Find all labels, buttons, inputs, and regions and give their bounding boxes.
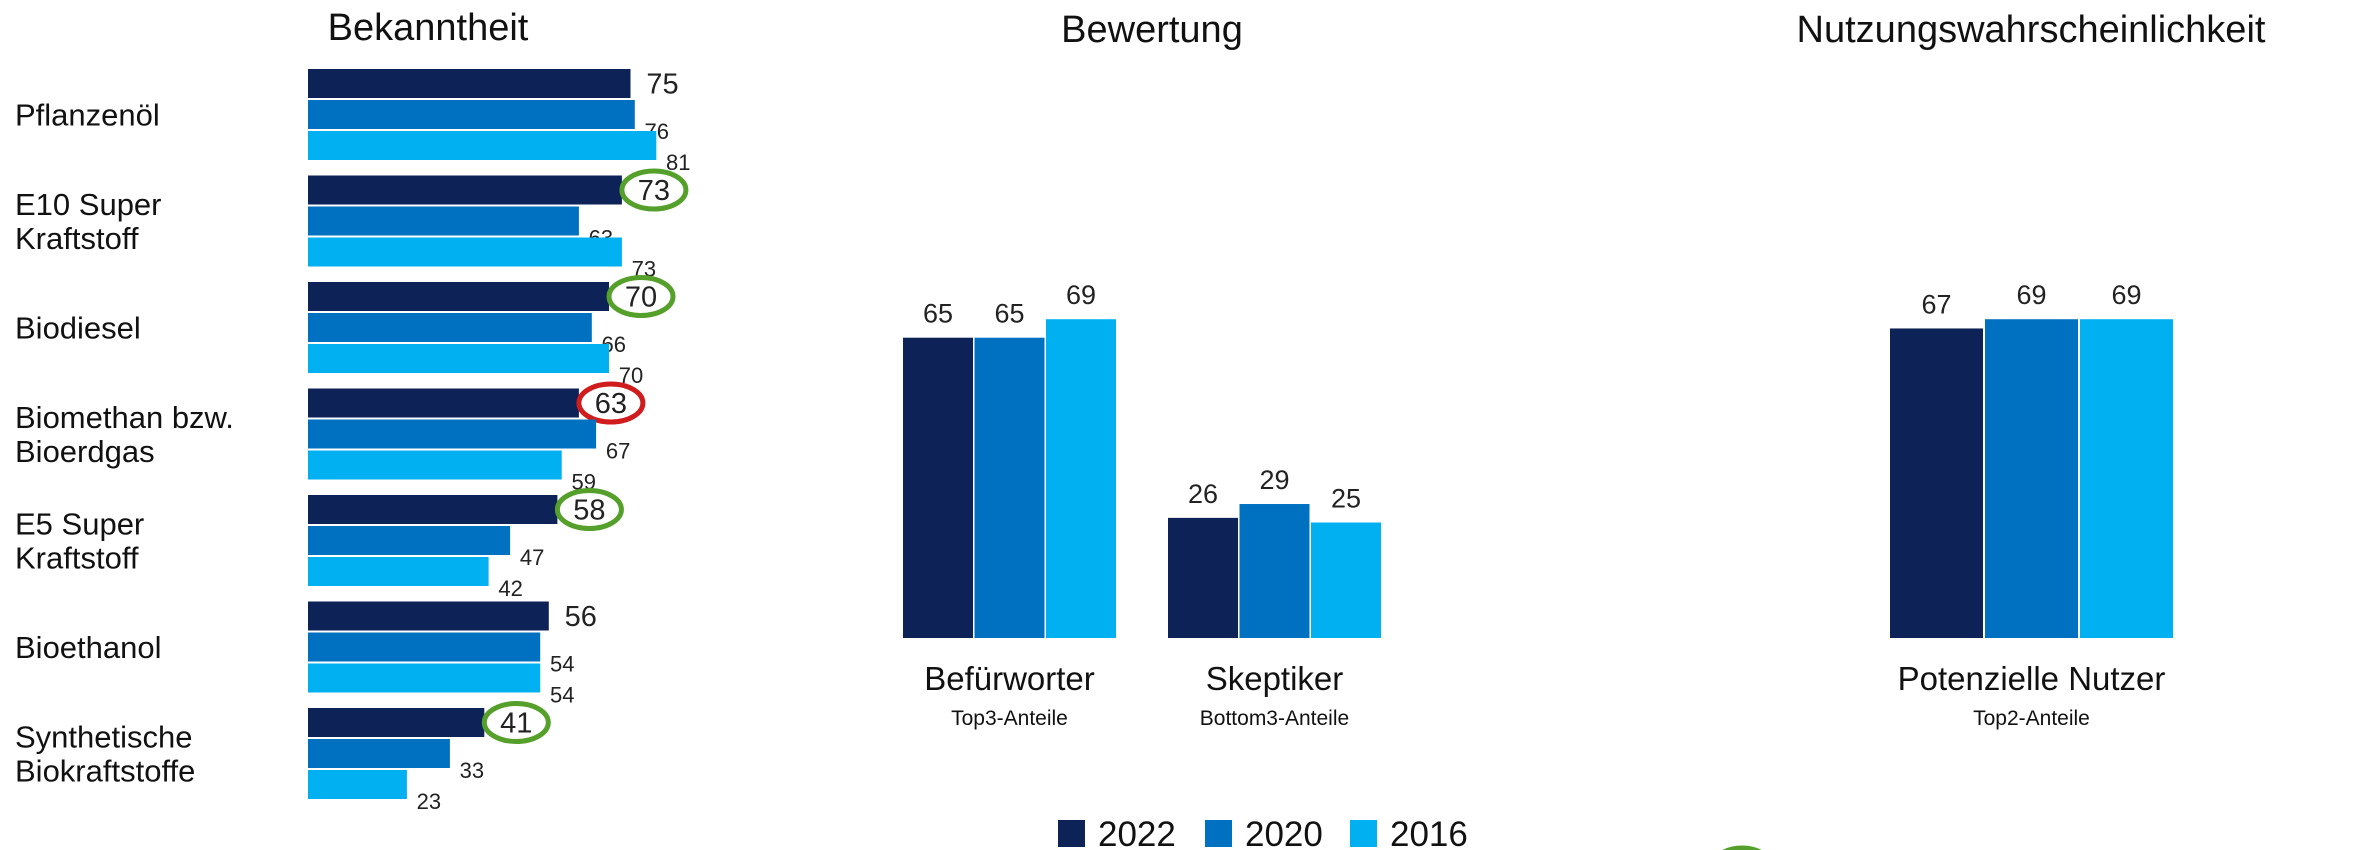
- category-label-line: Kraftstoff: [15, 541, 139, 576]
- category-label-line: Biomethan bzw.: [15, 400, 234, 435]
- data-label: 69: [2016, 280, 2046, 310]
- bar: [308, 313, 592, 342]
- category-label-line: E5 Super: [15, 507, 144, 542]
- data-label: 73: [638, 175, 670, 207]
- category-label-line: Synthetische: [15, 720, 193, 755]
- legend-label: 2016: [1390, 815, 1468, 850]
- chart-title-bewertung: Bewertung: [1061, 9, 1243, 51]
- data-label: 47: [520, 545, 544, 570]
- bar: [308, 526, 511, 555]
- data-label: 54: [550, 652, 574, 677]
- category-label: E5 Super Kraftstoff: [15, 507, 144, 576]
- bar: [308, 237, 622, 267]
- data-label: 54: [550, 683, 574, 708]
- data-label: 69: [1066, 280, 1096, 310]
- group-sublabel: Bottom3-Anteile: [1200, 707, 1349, 730]
- highlight-ring: [619, 168, 689, 212]
- category-label-line: Biokraftstoffe: [15, 754, 195, 789]
- group-label: Potenzielle Nutzer: [1898, 660, 2166, 697]
- highlight-ring: [481, 701, 551, 744]
- category-label-line: Bioerdgas: [15, 434, 155, 469]
- data-label: 67: [1921, 289, 1951, 319]
- bar: [1985, 319, 2078, 638]
- bar: [1890, 328, 1983, 638]
- data-label: 70: [625, 282, 657, 314]
- bar: [308, 450, 562, 480]
- bar: [308, 388, 579, 418]
- data-label: 67: [606, 439, 630, 464]
- bar: [308, 495, 558, 524]
- group-sublabel: Top3-Anteile: [951, 707, 1068, 730]
- chart-title-bekanntheit: Bekanntheit: [328, 7, 529, 49]
- bar: [308, 206, 579, 236]
- bar: [974, 337, 1045, 638]
- category-label: Biodiesel: [15, 311, 141, 346]
- category-label-line: Bioethanol: [15, 630, 162, 665]
- legend-swatch: [1058, 820, 1085, 847]
- data-label: 26: [1188, 479, 1218, 509]
- highlight-ring-note: [1722, 845, 1762, 850]
- bar: [308, 69, 631, 98]
- data-label: 41: [500, 708, 532, 740]
- bar: [308, 663, 541, 693]
- highlight-ring: [554, 488, 624, 531]
- bar: [1239, 504, 1310, 638]
- data-label: 56: [565, 601, 597, 633]
- bar: [308, 344, 609, 373]
- data-label: 29: [1259, 465, 1289, 495]
- bar: [1046, 319, 1116, 638]
- category-label-line: E10 Super: [15, 187, 162, 222]
- bar: [308, 632, 541, 662]
- legend-swatch: [1205, 820, 1232, 847]
- category-label: E10 Super Kraftstoff: [15, 187, 162, 256]
- data-label: 58: [573, 495, 605, 527]
- bar: [308, 100, 635, 129]
- data-label: 65: [994, 299, 1024, 329]
- data-label: 81: [666, 150, 690, 175]
- bewertung-chart: 65 65 69 Befürworter Top3-Anteile 26 29 25 Skept…: [903, 280, 1381, 730]
- legend-label: 2020: [1245, 815, 1323, 850]
- data-label: 33: [460, 758, 484, 783]
- bar: [308, 770, 407, 799]
- category-label: Biomethan bzw. Bioerdgas: [15, 400, 234, 469]
- bar: [903, 337, 973, 638]
- data-label: 63: [595, 388, 627, 420]
- category-label: Bioethanol: [15, 630, 162, 665]
- bar: [308, 739, 450, 768]
- nutzung-chart: 67 69 69 Potenzielle Nutzer Top2-Anteile: [1890, 280, 2173, 730]
- data-label: 69: [2111, 280, 2141, 310]
- bar: [308, 131, 657, 160]
- bar: [308, 282, 609, 311]
- category-label: Pflanzenöl: [15, 98, 160, 133]
- bar: [308, 419, 597, 449]
- data-label: 65: [923, 299, 953, 329]
- legend-swatch: [1350, 820, 1377, 847]
- category-label: Synthetische Biokraftstoffe: [15, 720, 195, 789]
- bar: [308, 601, 549, 631]
- category-label-line: Pflanzenöl: [15, 98, 160, 133]
- highlight-ring: [606, 275, 676, 318]
- legend-label: 2022: [1098, 815, 1176, 850]
- data-label: 42: [498, 576, 522, 601]
- data-label: 75: [646, 69, 678, 101]
- data-label: 23: [417, 789, 441, 814]
- chart-title-nutzungswahrscheinlichkeit: Nutzungswahrscheinlichkeit: [1797, 9, 2266, 51]
- bar: [308, 557, 489, 586]
- highlight-ring: [576, 381, 646, 425]
- data-label: 25: [1331, 484, 1361, 514]
- bar: [2080, 319, 2173, 638]
- group-label: Skeptiker: [1206, 660, 1344, 697]
- highlight-ring-legend: [1722, 845, 1762, 850]
- category-label-line: Biodiesel: [15, 311, 141, 346]
- category-label-line: Kraftstoff: [15, 221, 139, 256]
- legend: 2022 2020 2016: [1058, 815, 1468, 850]
- bar: [1311, 522, 1381, 638]
- bar: [1168, 517, 1238, 638]
- bar: [308, 708, 485, 737]
- group-sublabel: Top2-Anteile: [1973, 707, 2090, 730]
- bar: [308, 175, 622, 205]
- group-label: Befürworter: [924, 660, 1095, 697]
